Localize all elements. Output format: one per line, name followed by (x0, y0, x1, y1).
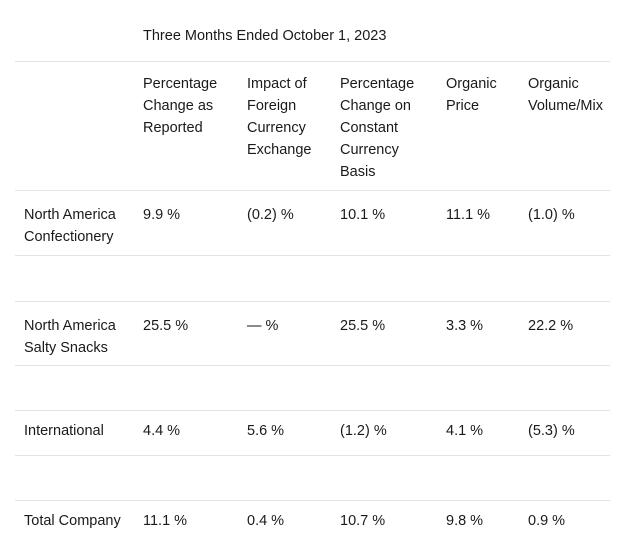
column-header-pct-change-reported: Percentage Change as Reported (143, 61, 247, 191)
corner-cell (15, 61, 143, 191)
table-row-na-salty-snacks: North America Salty Snacks 25.5 % — % 25… (15, 301, 611, 366)
cell-value: (1.0) % (528, 190, 611, 256)
cell-value: 5.6 % (247, 410, 340, 456)
cell-value: 10.1 % (340, 190, 446, 256)
table-row-international: International 4.4 % 5.6 % (1.2) % 4.1 % … (15, 410, 611, 456)
cell-value: 10.7 % (340, 512, 386, 529)
column-header-organic-volume-mix: Organic Volume/Mix (528, 61, 611, 191)
segment-results-table: Three Months Ended October 1, 2023 Perce… (15, 0, 611, 546)
title-indent-cell (15, 0, 143, 62)
cell-value: 0.9 % (528, 512, 566, 529)
cell-value: 9.9 % (143, 190, 247, 256)
column-header-fx-impact: Impact of Foreign Currency Exchange (247, 61, 340, 191)
cell-value: 3.3 % (446, 301, 528, 366)
row-label: North America Confectionery (15, 190, 143, 256)
spacer-cell (15, 365, 611, 411)
table-row-total-company: Total Company 11.1 % 0.4 % 10.7 % 9.8 % … (15, 500, 610, 546)
row-label: Total Company (24, 512, 121, 529)
cell-value: (5.3) % (528, 410, 611, 456)
cell-value: 25.5 % (340, 301, 446, 366)
cell-value: (1.2) % (340, 410, 446, 456)
column-header-pct-change-constant-currency: Percentage Change on Constant Currency B… (340, 61, 446, 191)
cell-value: 11.1 % (446, 190, 528, 256)
spacer-cell (15, 255, 611, 302)
cell-value: (0.2) % (247, 190, 340, 256)
row-label: International (15, 410, 143, 456)
cell-value: 4.4 % (143, 410, 247, 456)
table-title: Three Months Ended October 1, 2023 (143, 0, 611, 62)
table-row-na-confectionery: North America Confectionery 9.9 % (0.2) … (15, 190, 611, 256)
column-header-organic-price: Organic Price (446, 61, 528, 191)
spacer-row (15, 255, 611, 302)
table-title-row: Three Months Ended October 1, 2023 (15, 0, 611, 62)
cell-value: 9.8 % (446, 512, 484, 529)
cell-value: 11.1 % (143, 512, 188, 529)
cell-value: — % (247, 301, 340, 366)
table-header-row: Percentage Change as Reported Impact of … (15, 61, 611, 191)
row-label: North America Salty Snacks (15, 301, 143, 366)
spacer-row (15, 365, 611, 411)
cell-value: 25.5 % (143, 301, 247, 366)
spacer-cell (15, 455, 611, 501)
spacer-row (15, 455, 611, 501)
cell-value: 4.1 % (446, 410, 528, 456)
cell-value: 0.4 % (247, 512, 285, 529)
cell-value: 22.2 % (528, 301, 611, 366)
